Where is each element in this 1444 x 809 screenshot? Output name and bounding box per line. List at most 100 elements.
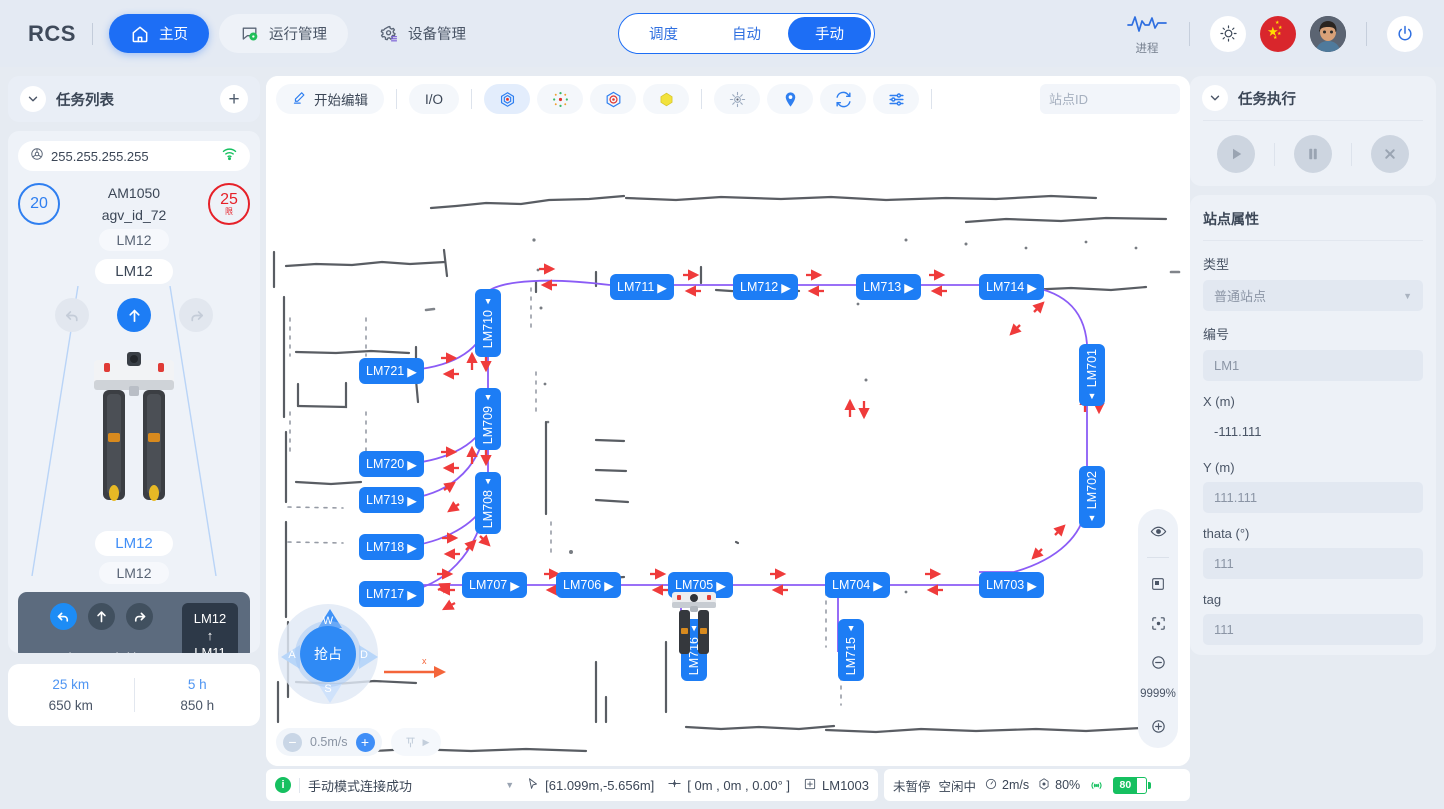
eye-icon[interactable]	[1145, 518, 1171, 544]
stat-hours-today: 5 h	[187, 677, 207, 692]
station-LM709[interactable]: ▲ LM709	[475, 388, 501, 450]
joystick-up-w[interactable]: W	[317, 608, 342, 628]
process-button[interactable]: 进程	[1118, 12, 1176, 56]
process-wave-icon	[1127, 12, 1167, 39]
brightness-icon[interactable]	[1210, 15, 1246, 52]
station-LM717[interactable]: LM717 ▶	[359, 581, 424, 607]
joystick-down-label: S	[324, 682, 332, 695]
connection-status-group: i 手动模式连接成功 ▼	[275, 776, 518, 795]
zoom-percent-label: 9999%	[1140, 688, 1176, 700]
field-id-input[interactable]: LM1	[1203, 350, 1423, 381]
joystick-right-d[interactable]: D	[357, 644, 378, 669]
station-LM720[interactable]: LM720 ▶	[359, 451, 424, 477]
station-LM711[interactable]: LM711 ▶	[610, 274, 674, 300]
station-LM715[interactable]: ▲ LM715	[838, 619, 864, 681]
exec-divider-1	[1274, 142, 1275, 166]
station-LM703[interactable]: LM703 ▶	[979, 572, 1044, 598]
agv-summary-row: 20 AM1050 agv_id_72 LM12 25 限	[18, 183, 250, 251]
station-label: LM718	[366, 540, 405, 554]
play-icon[interactable]	[1217, 135, 1255, 173]
scatter-points-icon[interactable]	[537, 84, 584, 114]
station-hex-icon[interactable]	[484, 84, 531, 114]
speed-increase-button[interactable]: +	[355, 732, 375, 752]
station-LM701[interactable]: LM701 ▼	[1079, 344, 1105, 406]
map-pin-icon[interactable]	[767, 84, 814, 114]
station-search-box[interactable]	[1040, 84, 1190, 114]
station-LM712[interactable]: LM712 ▶	[733, 274, 798, 300]
station-LM710[interactable]: ▲ LM710	[475, 289, 501, 357]
start-edit-button[interactable]: 开始编辑	[276, 84, 384, 114]
language-flag-cn-icon[interactable]: ★ ★ ★ ★ ★	[1260, 15, 1296, 52]
field-theta-input[interactable]: 111	[1203, 548, 1423, 579]
field-type-select[interactable]: 普通站点 ▼	[1203, 280, 1423, 311]
work-state: 空闲中	[938, 779, 977, 794]
station-LM721[interactable]: LM721 ▶	[359, 358, 424, 384]
dest-arrow-icon: ↑	[206, 628, 214, 643]
polygon-area-icon[interactable]	[643, 84, 690, 114]
station-LM719[interactable]: LM719 ▶	[359, 487, 424, 513]
field-y-input[interactable]: 111.111	[1203, 482, 1423, 513]
nav-item-operations[interactable]: 运行管理	[218, 14, 348, 53]
stat-distance-total: 650 km	[48, 698, 93, 713]
task-list-collapse-button[interactable]	[20, 86, 46, 112]
station-LM718[interactable]: LM718 ▶	[359, 534, 424, 560]
nav-item-devices[interactable]: 设备管理	[358, 14, 487, 53]
joystick-left-a[interactable]: A	[280, 644, 300, 669]
station-label: LM711	[617, 280, 655, 294]
map-canvas[interactable]: LM711 ▶ LM712 ▶ LM713 ▶ LM714 ▶ ▲ LM710 LM721…	[266, 122, 1190, 766]
station-LM714[interactable]: LM714 ▶	[979, 274, 1044, 300]
center-target-icon[interactable]	[1145, 610, 1171, 636]
station-dir-icon: ▲	[483, 477, 493, 488]
station-LM713[interactable]: LM713 ▶	[856, 274, 921, 300]
mode-schedule[interactable]: 调度	[649, 27, 678, 43]
mode-auto[interactable]: 自动	[732, 27, 761, 43]
refresh-icon[interactable]	[820, 84, 867, 114]
go-straight-indicator-icon	[117, 298, 151, 332]
speed-decrease-button[interactable]: −	[283, 732, 302, 752]
zoom-divider	[1147, 557, 1169, 558]
field-tag-input[interactable]: 111	[1203, 614, 1423, 645]
pencil-icon	[292, 90, 307, 108]
agv-ip-bar[interactable]: 255.255.255.255	[18, 141, 250, 171]
station-LM708[interactable]: ▲ LM708	[475, 472, 501, 534]
pause-icon[interactable]	[1294, 135, 1332, 173]
station-LM707[interactable]: LM707 ▶	[462, 572, 527, 598]
radar-scan-icon[interactable]	[714, 84, 761, 114]
fork-lift-button[interactable]: ▶	[390, 728, 442, 756]
chevron-down-icon: ▼	[1403, 290, 1412, 301]
target-ring-icon[interactable]	[590, 84, 637, 114]
station-dir-icon: ▲	[483, 297, 493, 308]
task-exec-divider	[1203, 120, 1423, 121]
go-straight-icon[interactable]	[88, 603, 115, 630]
turn-right-icon[interactable]	[126, 603, 153, 630]
zoom-out-icon[interactable]	[1145, 649, 1171, 675]
status-bar-left: i 手动模式连接成功 ▼ [61.099m,-5.656m] [ 0m , 0m…	[266, 769, 878, 801]
joystick-down-s[interactable]: S	[317, 682, 342, 703]
power-icon[interactable]	[1387, 15, 1423, 52]
station-LM702[interactable]: LM702 ▼	[1079, 466, 1105, 528]
station-label: LM702	[1085, 471, 1099, 510]
mode-manual[interactable]: 手动	[788, 17, 871, 50]
turn-left-icon[interactable]	[50, 603, 77, 630]
user-avatar[interactable]	[1310, 15, 1346, 52]
robot-position-text: [ 0m , 0m , 0.00° ]	[687, 777, 791, 793]
station-LM704[interactable]: LM704 ▶	[825, 572, 890, 598]
io-button[interactable]: I/O	[409, 84, 460, 114]
map-toolbar: 开始编辑 I/O	[266, 76, 1190, 122]
field-x-value[interactable]: -111.111	[1214, 424, 1262, 439]
fit-screen-icon[interactable]	[1145, 571, 1171, 597]
search-input[interactable]	[1049, 91, 1190, 107]
coordinate-group: [61.099m,-5.656m] [ 0m , 0m , 0.00° ] LM…	[526, 776, 869, 794]
task-exec-collapse-button[interactable]	[1202, 85, 1228, 111]
station-LM706[interactable]: LM706 ▶	[556, 572, 621, 598]
preempt-button[interactable]: 抢占	[300, 626, 356, 682]
manual-joystick[interactable]: W A D S 抢占	[278, 604, 378, 704]
add-task-button[interactable]: +	[220, 85, 248, 113]
nav-item-home[interactable]: 主页	[108, 14, 209, 53]
filter-sliders-icon[interactable]	[873, 84, 920, 114]
pause-state: 未暂停	[893, 779, 931, 794]
stop-icon[interactable]	[1371, 135, 1409, 173]
agv-ip-value: 255.255.255.255	[51, 148, 149, 164]
zoom-in-icon[interactable]	[1145, 713, 1171, 739]
connection-dropdown-icon[interactable]: ▼	[505, 780, 515, 790]
